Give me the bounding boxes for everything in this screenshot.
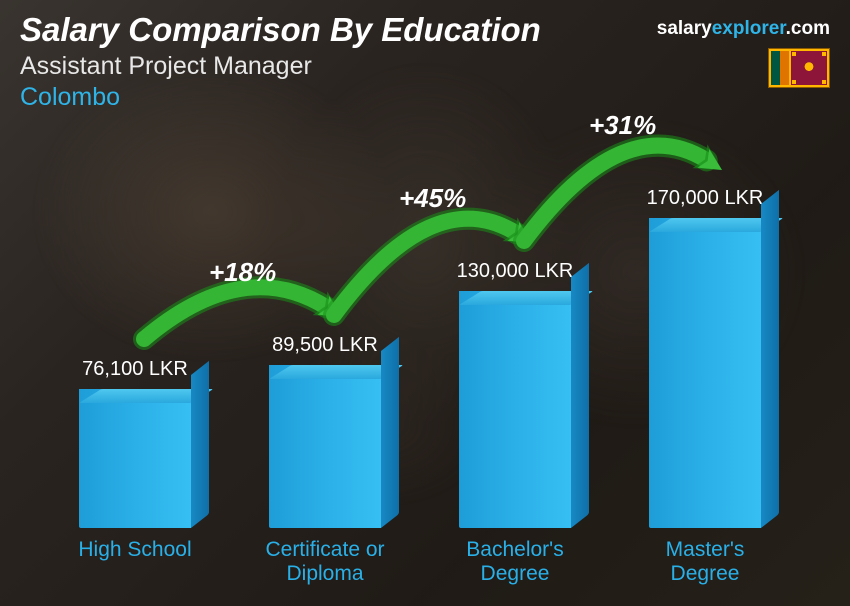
x-axis-label: Certificate orDiploma: [230, 538, 420, 586]
bar-slot: 170,000 LKR: [610, 187, 800, 528]
x-axis-label: Master'sDegree: [610, 538, 800, 586]
bar: [459, 291, 571, 528]
chart-subtitle: Assistant Project Manager: [20, 52, 830, 81]
bar-value-label: 170,000 LKR: [647, 187, 764, 210]
bar-value-label: 89,500 LKR: [272, 334, 378, 357]
x-axis-label: High School: [40, 538, 230, 586]
bar-chart: 76,100 LKR 89,500 LKR 130,000 LKR 170,000 L…: [40, 130, 800, 586]
flag-icon: [768, 48, 830, 88]
bar-slot: 89,500 LKR: [230, 334, 420, 528]
bar: [79, 389, 191, 528]
bar-value-label: 76,100 LKR: [82, 358, 188, 381]
x-axis-label: Bachelor'sDegree: [420, 538, 610, 586]
branding-highlight: explorer: [712, 18, 786, 39]
bar-value-label: 130,000 LKR: [457, 260, 574, 283]
branding-prefix: salary: [657, 18, 712, 39]
infographic-container: Salary Comparison By Education Assistant…: [0, 0, 850, 606]
bars-row: 76,100 LKR 89,500 LKR 130,000 LKR 170,000 L…: [40, 130, 800, 528]
bar: [649, 218, 761, 528]
branding-suffix: .com: [786, 18, 830, 39]
branding-text: salaryexplorer.com: [657, 18, 830, 40]
bar: [269, 365, 381, 528]
bar-slot: 130,000 LKR: [420, 260, 610, 528]
x-axis: High SchoolCertificate orDiplomaBachelor…: [40, 538, 800, 586]
bar-slot: 76,100 LKR: [40, 358, 230, 528]
chart-location: Colombo: [20, 83, 830, 112]
